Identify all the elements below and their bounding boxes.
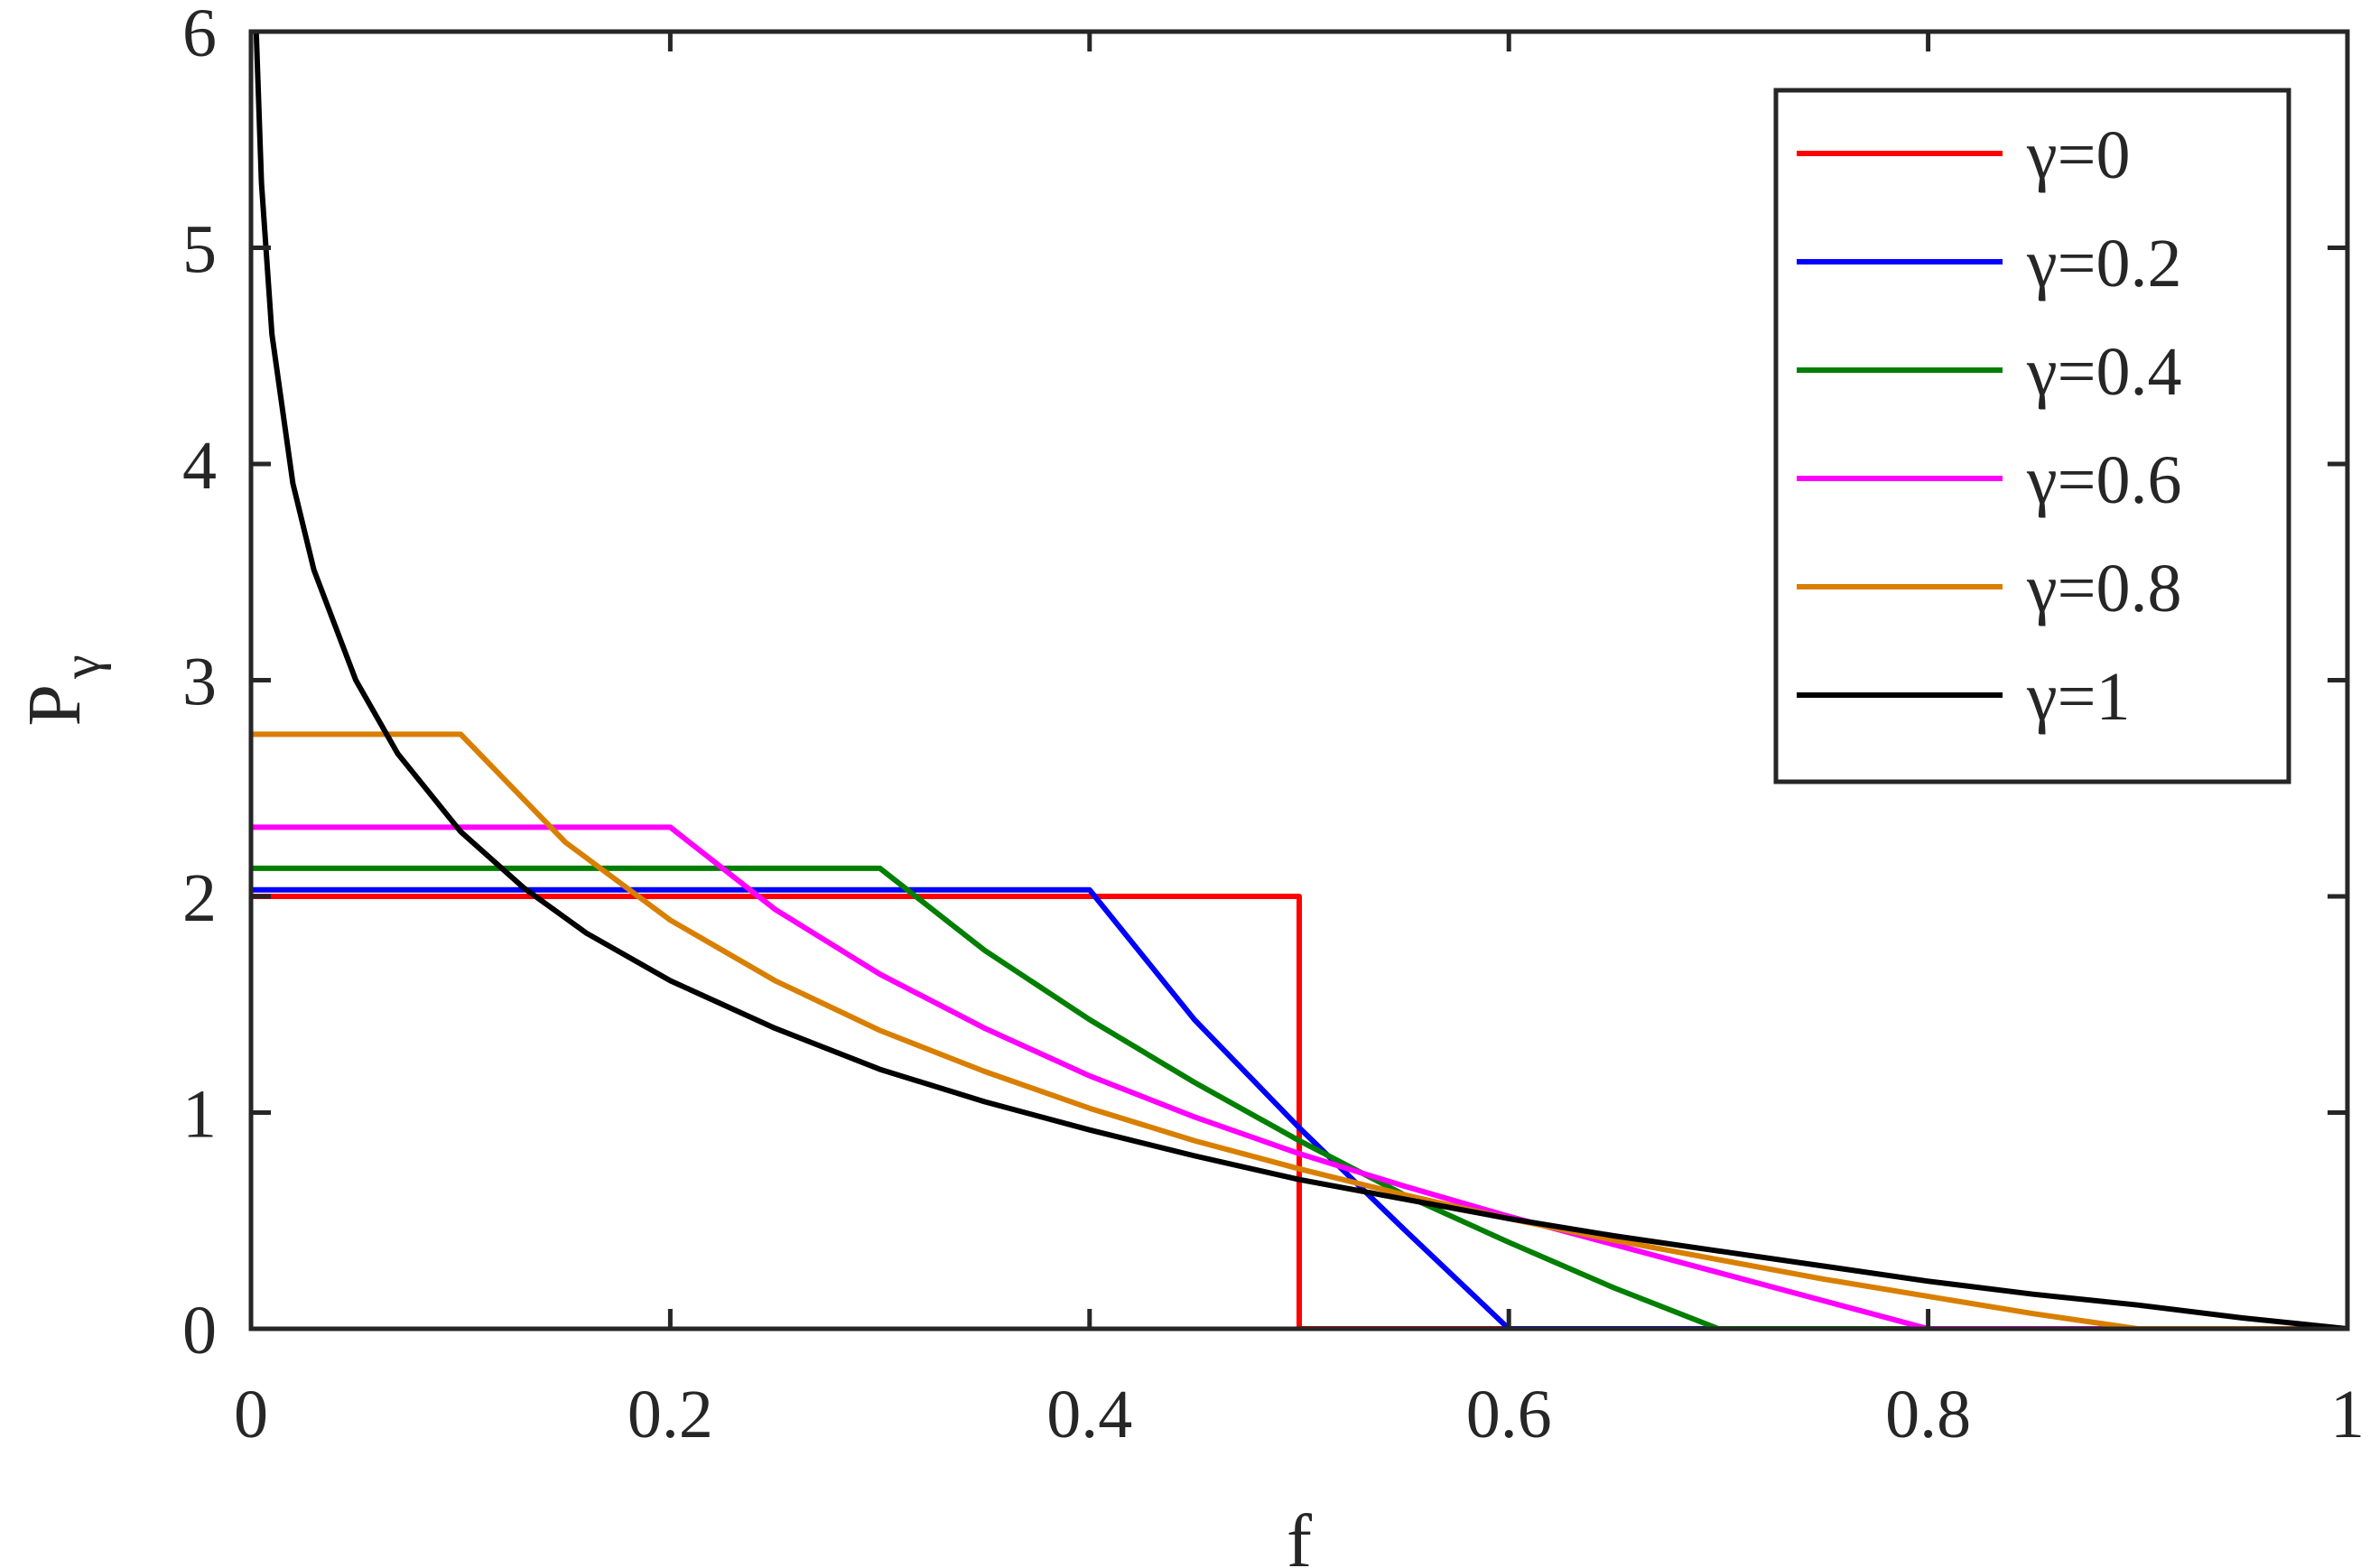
y-axis-label-subscript: γ: [51, 654, 111, 680]
x-tick-label: 0.2: [627, 1377, 713, 1452]
y-axis-label: Pγ: [13, 654, 111, 726]
legend-label-3: γ=0.6: [2026, 442, 2181, 518]
x-tick-label: 0.8: [1885, 1377, 1971, 1452]
y-tick-label: 5: [182, 212, 217, 288]
legend-label-5: γ=1: [2026, 659, 2130, 735]
x-axis-label: f: [1287, 1499, 1312, 1568]
legend: γ=0 γ=0.2 γ=0.4 γ=0.6 γ=0.8 γ=1: [1773, 88, 2291, 784]
series-line-4: [251, 731, 2347, 1329]
x-tick-label: 0: [234, 1377, 268, 1452]
x-tick-label: 0.6: [1466, 1377, 1552, 1452]
legend-box: [1773, 88, 2291, 784]
series-line-1: [251, 886, 2347, 1329]
svg-text:Pγ: Pγ: [13, 654, 111, 726]
series-line-0: [251, 894, 2347, 1329]
tick-labels-layer: 0 0.2 0.4 0.6 0.8 1 0 1 2 3 4 5 6: [182, 0, 2365, 1452]
legend-label-0: γ=0: [2026, 117, 2130, 193]
y-tick-label: 4: [182, 428, 217, 504]
y-axis-label-main: P: [13, 684, 97, 727]
y-tick-label: 3: [182, 645, 217, 720]
x-tick-label: 0.4: [1046, 1377, 1132, 1452]
y-tick-label: 2: [182, 860, 217, 936]
y-tick-label: 0: [182, 1293, 217, 1369]
y-tick-label: 1: [182, 1077, 217, 1153]
x-tick-label: 1: [2330, 1377, 2365, 1452]
legend-label-4: γ=0.8: [2026, 551, 2181, 626]
legend-label-2: γ=0.4: [2026, 334, 2181, 410]
series-layer: [251, 32, 2347, 1329]
series-line-3: [251, 824, 2347, 1329]
series-line-5: [253, 32, 2347, 1329]
legend-label-1: γ=0.2: [2026, 226, 2181, 302]
plot-frame: [248, 29, 2350, 1331]
y-tick-label: 6: [182, 0, 217, 71]
series-line-2: [251, 865, 2347, 1329]
